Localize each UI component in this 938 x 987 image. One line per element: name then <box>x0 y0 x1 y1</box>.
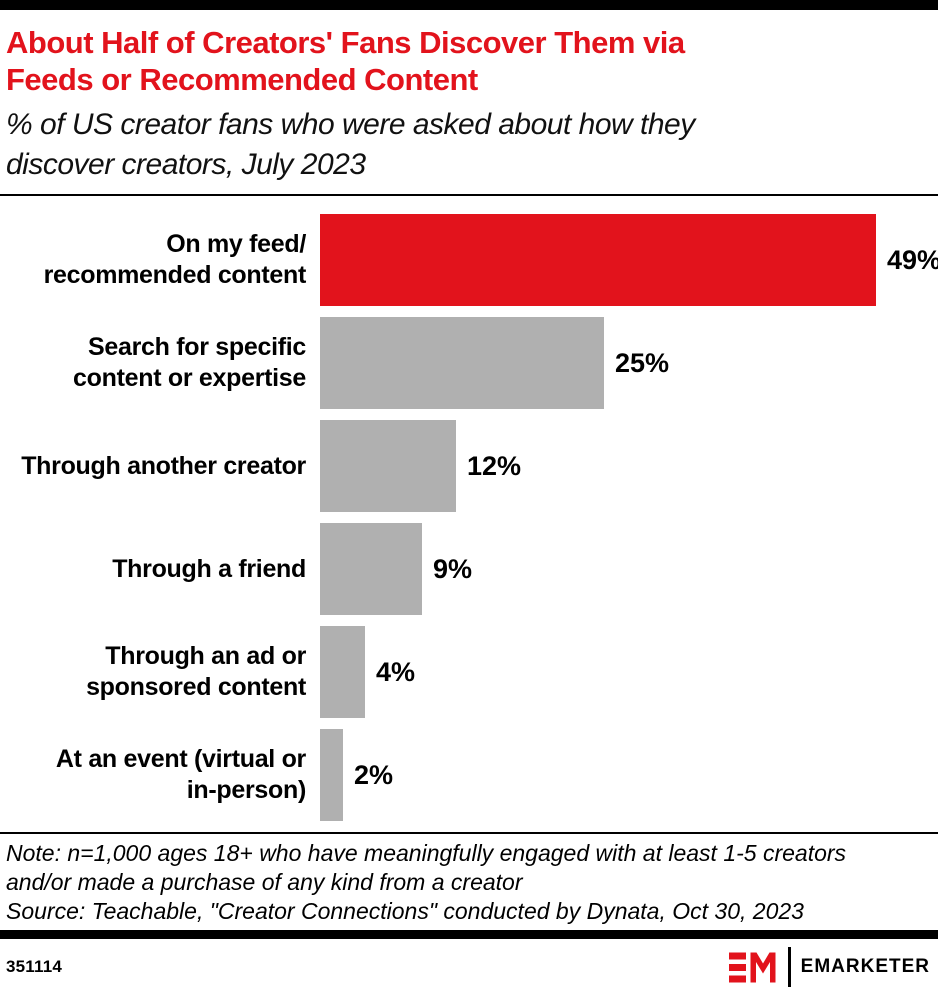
value-label: 4% <box>376 656 416 687</box>
top-black-bar <box>0 0 938 10</box>
subtitle-line-1: % of US creator fans who were asked abou… <box>6 108 695 141</box>
emarketer-logo: EMARKETER <box>728 947 930 987</box>
chart-row: At an event (virtual or in-person) 2% <box>0 729 938 821</box>
category-label-line: Through another creator <box>21 451 306 480</box>
source-line: Source: Teachable, "Creator Connections"… <box>6 898 804 924</box>
title-line-1: About Half of Creators' Fans Discover Th… <box>6 25 685 60</box>
subtitle-line-2: discover creators, July 2023 <box>6 148 366 181</box>
footer: 351114 EMARKETER <box>0 939 938 987</box>
category-label-line: content or expertise <box>73 364 306 392</box>
value-label: 12% <box>467 450 522 481</box>
logo-separator <box>787 947 791 987</box>
chart-row: Search for specific content or expertise … <box>0 317 938 409</box>
category-label: Through a friend <box>0 554 306 585</box>
chart-row: Through a friend 9% <box>0 523 938 615</box>
note-section: Note: n=1,000 ages 18+ who have meaningf… <box>0 832 938 926</box>
note-line-1: Note: n=1,000 ages 18+ who have meaningf… <box>6 840 847 866</box>
value-label: 9% <box>433 553 473 584</box>
category-label: Search for specific content or expertise <box>0 332 306 394</box>
bar-area: 4% <box>306 626 938 718</box>
category-label: On my feed/recommended content <box>0 229 307 291</box>
category-label: Through another creator <box>0 451 306 482</box>
chart-row: On my feed/recommended content 49% <box>0 214 938 306</box>
category-label-line: On my feed/ <box>166 230 306 258</box>
bar <box>320 214 876 306</box>
category-label-line: Through an ad or <box>105 642 306 670</box>
bar-chart: On my feed/recommended content 49% Searc… <box>0 196 938 821</box>
bar <box>320 317 604 409</box>
value-label: 25% <box>615 347 670 378</box>
value-label: 2% <box>354 759 394 790</box>
header-divider-line <box>0 194 938 196</box>
category-label-line: Through a friend <box>112 554 306 583</box>
brand-name: EMARKETER <box>800 956 930 977</box>
chart-row: Through another creator 12% <box>0 420 938 512</box>
bottom-black-bar <box>0 930 938 939</box>
bar-area: 12% <box>306 420 938 512</box>
bar-area: 25% <box>306 317 938 409</box>
bar-area: 2% <box>306 729 938 821</box>
category-label: Through an ad or sponsored content <box>0 641 306 703</box>
chart-subtitle: % of US creator fans who were asked abou… <box>6 105 930 185</box>
page-title: About Half of Creators' Fans Discover Th… <box>6 24 930 98</box>
category-label-line: At an event (virtual or <box>55 745 306 773</box>
category-label-line: sponsored content <box>86 673 306 701</box>
bar <box>320 523 422 615</box>
title-line-2: Feeds or Recommended Content <box>6 62 478 97</box>
chart-row: Through an ad or sponsored content 4% <box>0 626 938 718</box>
chart-header: About Half of Creators' Fans Discover Th… <box>0 10 938 185</box>
bar <box>320 729 343 821</box>
category-label-line: recommended content <box>43 261 307 289</box>
note-line-2: and/or made a purchase of any kind from … <box>6 869 523 895</box>
bar <box>320 626 365 718</box>
emarketer-em-icon <box>728 952 776 982</box>
chart-id: 351114 <box>6 957 63 976</box>
category-label: At an event (virtual or in-person) <box>0 744 306 806</box>
bar-area: 9% <box>306 523 938 615</box>
category-label-line: in-person) <box>186 776 307 804</box>
category-label-line: Search for specific <box>87 333 306 361</box>
value-label: 49% <box>887 244 938 275</box>
bar-area: 49% <box>306 214 938 306</box>
bar <box>320 420 456 512</box>
